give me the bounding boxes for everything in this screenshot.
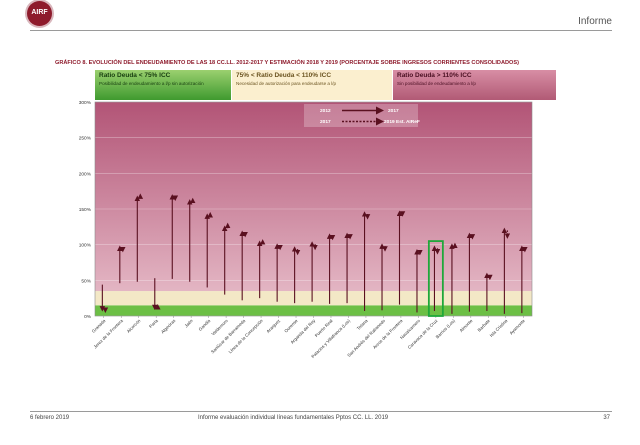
y-tick-label: 50% [81,278,91,284]
x-tick-label: Barbate [477,318,492,333]
y-tick-label: 250% [79,136,92,142]
y-tick-label: 100% [79,243,92,249]
zone-2 [95,102,532,292]
x-tick-label: Arcos de la Frontera [372,318,404,350]
header-rule [30,30,612,31]
x-tick-label: Totana [356,318,369,331]
y-tick-label: 0% [84,314,92,320]
legend-yellow: 75% < Ratio Deuda < 110% ICC Necesidad d… [232,70,392,100]
legend-green: Ratio Deuda < 75% ICC Posibilidad de end… [95,70,231,100]
y-tick-label: 300% [79,100,92,106]
legend-red-desc: Sin posibilidad de endeudamiento a l/p [397,81,476,86]
x-tick-label: Barrios (Los) [435,318,457,340]
chart-title: GRÁFICO 8. EVOLUCIÓN DEL ENDEUDAMIENTO D… [55,60,519,66]
highlight-box [427,240,444,317]
x-tick-label: Algeciras [160,318,177,335]
x-tick-label: Alcorcón [126,318,142,334]
key-label-2017: 2017 [388,108,399,114]
x-tick-label: Granada [91,318,107,334]
footer-date: 6 febrero 2019 [30,415,70,421]
x-tick-label: Isla Cristina [489,318,509,338]
logo-text: AIRF [31,9,48,16]
key-box [304,104,418,127]
legend-yellow-title: 75% < Ratio Deuda < 110% ICC [236,72,332,79]
legend-red: Ratio Deuda > 110% ICC Sin posibilidad d… [393,70,556,100]
x-tick-label: Ourense [283,318,299,334]
x-tick-label: Ayamonte [508,318,526,336]
x-tick-label: Almonte [459,318,474,333]
key-label-2019: 2019 Est. AIReF [384,119,420,125]
airef-logo: AIRF [27,1,52,26]
page-number: 37 [603,415,610,421]
key-label-2012: 2012 [320,108,331,114]
zone-1 [95,291,532,306]
footer-title: Informe evaluación individual líneas fun… [198,415,389,421]
footer-rule [30,411,612,412]
legend-green-title: Ratio Deuda < 75% ICC [99,72,171,79]
legend-red-title: Ratio Deuda > 110% ICC [397,72,472,79]
x-tick-label: Parla [148,318,159,329]
legend-yellow-desc: Necesidad de autorización para endeudars… [236,81,337,86]
document-label: Informe [578,16,612,27]
legend-green-desc: Posibilidad de endeudamiento a l/p sin a… [99,81,204,86]
x-tick-label: Línea de la Concepción [228,318,265,355]
x-tick-label: Jaén [184,318,195,329]
x-tick-label: Gandía [198,318,212,332]
x-tick-label: Aranjuez [265,318,281,334]
y-tick-label: 150% [79,207,92,213]
y-tick-label: 200% [79,171,92,177]
key-label-2017b: 2017 [320,119,331,125]
zone-0 [95,305,532,316]
